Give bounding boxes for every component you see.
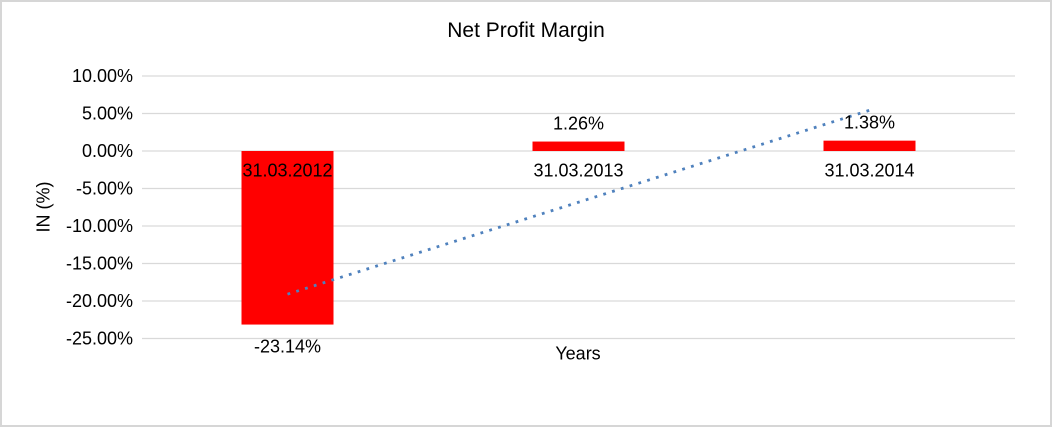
chart-title: Net Profit Margin xyxy=(447,19,605,42)
data-label: -23.14% xyxy=(254,337,321,357)
bar-31.03.2014 xyxy=(823,140,916,151)
y-tick-label: -5.00% xyxy=(76,179,133,199)
y-tick-label: 10.00% xyxy=(72,66,133,86)
y-tick-label: -15.00% xyxy=(66,254,133,274)
bar-31.03.2012 xyxy=(241,151,334,325)
y-tick-label: 0.00% xyxy=(82,141,133,161)
y-axis-title: IN (%) xyxy=(33,181,54,233)
data-label: 1.38% xyxy=(844,113,895,133)
x-category-label: 31.03.2012 xyxy=(242,161,332,181)
y-tick-label: -20.00% xyxy=(66,291,133,311)
y-tick-label: -10.00% xyxy=(66,216,133,236)
x-category-label: 31.03.2014 xyxy=(824,161,914,181)
x-axis-title: Years xyxy=(555,343,601,364)
trendline xyxy=(287,108,870,296)
y-tick-label: -25.00% xyxy=(66,329,133,349)
y-tick-label: 5.00% xyxy=(82,104,133,124)
bar-31.03.2013 xyxy=(532,141,625,151)
data-label: 1.26% xyxy=(553,114,604,134)
x-category-label: 31.03.2013 xyxy=(533,161,623,181)
